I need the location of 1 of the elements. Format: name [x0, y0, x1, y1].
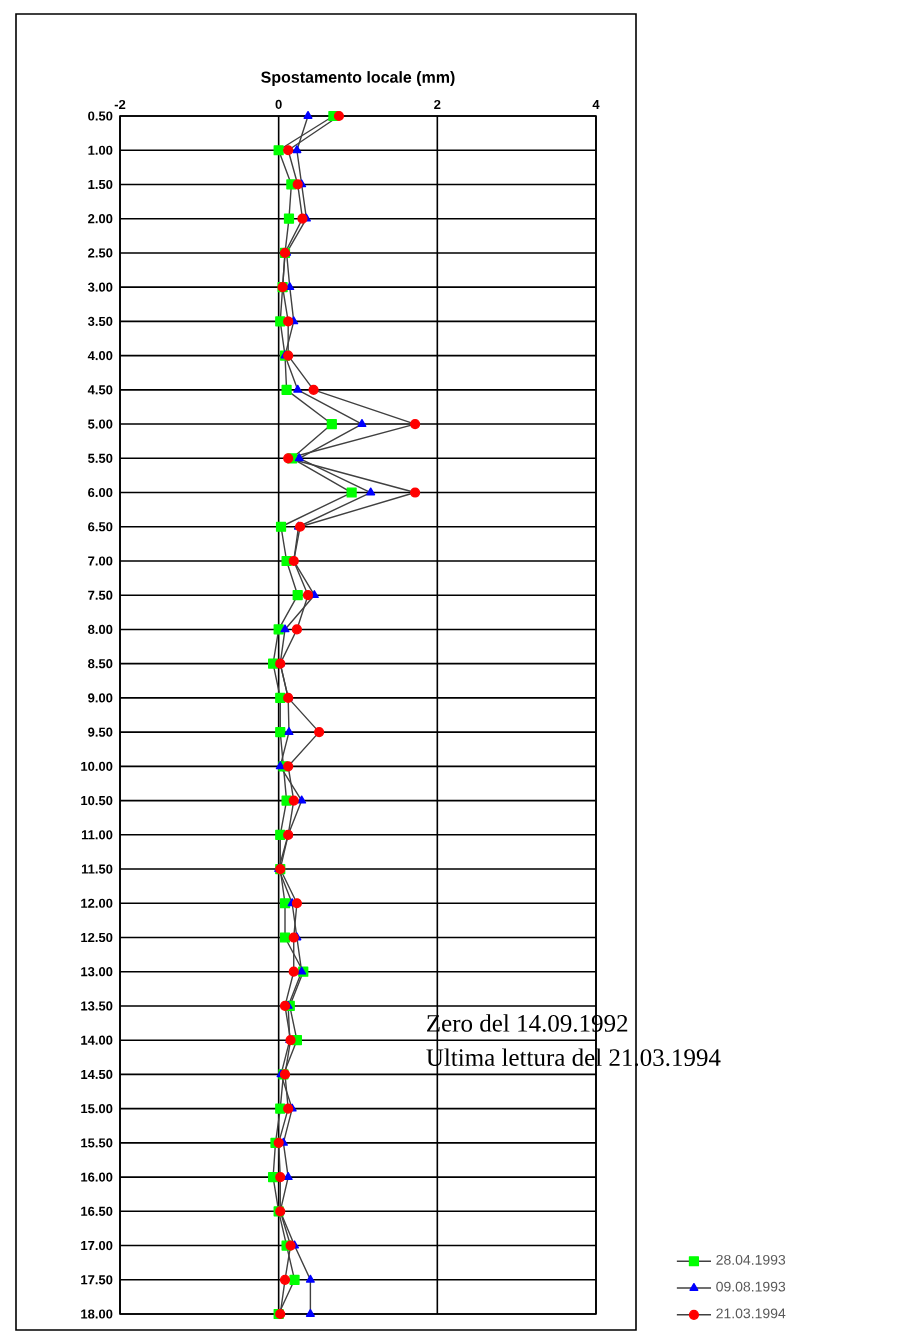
x-axis-title: Spostamento locale (mm)	[261, 71, 455, 87]
